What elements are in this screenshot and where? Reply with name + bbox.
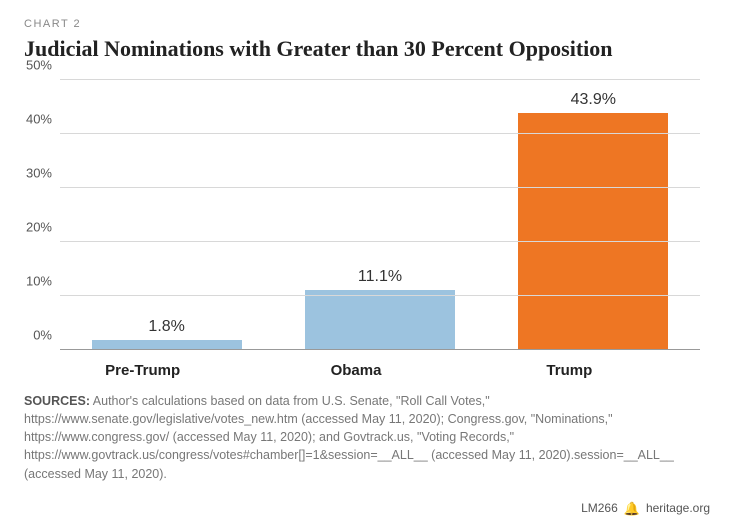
- bell-icon: 🔔: [624, 502, 640, 515]
- x-axis: Pre-TrumpObamaTrump: [36, 362, 676, 379]
- plot-area: 1.8%11.1%43.9% 0%10%20%30%40%50%: [60, 80, 700, 350]
- gridline: [60, 187, 700, 188]
- bars-container: 1.8% 11.1% 43.9%: [60, 80, 700, 350]
- gridline: [60, 295, 700, 296]
- footer-site: heritage.org: [646, 501, 710, 515]
- gridline: [60, 349, 700, 350]
- chart-number-label: CHART 2: [24, 18, 710, 30]
- bar-slot: 11.1%: [273, 80, 486, 350]
- bar-slot: 1.8%: [60, 80, 273, 350]
- bar: [305, 290, 455, 350]
- x-tick-label: Trump: [463, 362, 676, 379]
- footer: LM266 🔔 heritage.org: [581, 501, 710, 515]
- y-tick-label: 10%: [26, 274, 60, 289]
- x-tick-label: Obama: [249, 362, 462, 379]
- y-tick-label: 40%: [26, 112, 60, 127]
- gridline: [60, 133, 700, 134]
- x-tick-label: Pre-Trump: [36, 362, 249, 379]
- y-tick-label: 50%: [26, 58, 60, 73]
- sources-label: SOURCES:: [24, 394, 90, 408]
- sources-block: SOURCES: Author's calculations based on …: [24, 392, 710, 483]
- bar-slot: 43.9%: [487, 80, 700, 350]
- bar-value-label: 43.9%: [571, 91, 616, 109]
- gridline: [60, 79, 700, 80]
- sources-text: Author's calculations based on data from…: [24, 394, 674, 481]
- chart-title: Judicial Nominations with Greater than 3…: [24, 36, 710, 62]
- footer-code: LM266: [581, 501, 618, 515]
- y-tick-label: 0%: [33, 328, 60, 343]
- bar-value-label: 1.8%: [148, 318, 184, 336]
- gridline: [60, 241, 700, 242]
- y-tick-label: 20%: [26, 220, 60, 235]
- bar: [518, 113, 668, 350]
- bar-value-label: 11.1%: [358, 268, 402, 286]
- y-tick-label: 30%: [26, 166, 60, 181]
